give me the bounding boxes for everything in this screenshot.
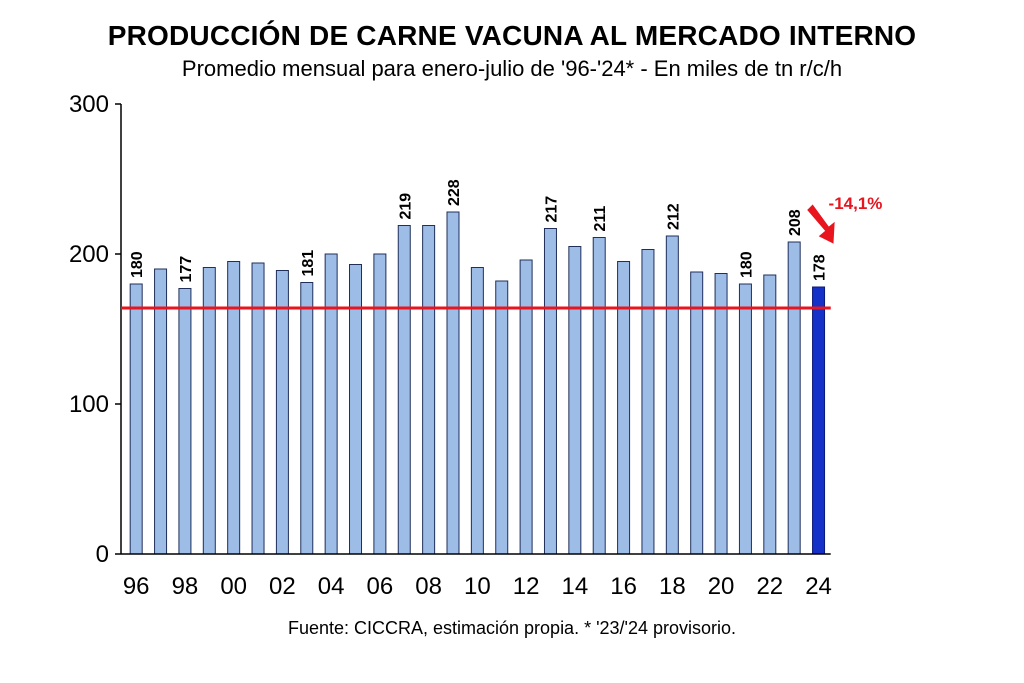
bar-2015: [592, 237, 606, 555]
x-tick-label: 16: [610, 573, 637, 600]
chart-source-note: Fuente: CICCRA, estimación propia. * '23…: [287, 618, 737, 638]
chart-subtitle: Promedio mensual para enero-julio de '96…: [181, 56, 843, 81]
bar-1999: [202, 267, 216, 555]
bar-2009: [446, 211, 460, 555]
bar-2023: [787, 241, 801, 555]
bar-2021: [738, 283, 752, 555]
decline-arrow-icon: [807, 204, 835, 244]
data-label-2009: 228: [446, 179, 463, 206]
x-tick-label: 12: [513, 573, 540, 600]
x-tick-label: 98: [172, 573, 199, 600]
bar-2018: [665, 235, 679, 555]
bar-1996: [129, 283, 143, 555]
data-label-2023: 208: [787, 209, 804, 236]
bar-2013: [543, 228, 557, 555]
bar-2007: [397, 225, 411, 555]
data-label-1998: 177: [178, 256, 195, 283]
data-label-2024: 178: [812, 254, 829, 281]
bar-2024: [812, 286, 826, 555]
y-tick-label: 300: [69, 91, 109, 118]
bar-2020: [714, 273, 728, 555]
x-tick-label: 20: [708, 573, 735, 600]
data-label-2015: 211: [592, 206, 609, 232]
x-tick-label: 06: [367, 573, 394, 600]
bar-2000: [227, 261, 241, 555]
bar-2006: [373, 253, 387, 555]
x-tick-label: 96: [123, 573, 150, 600]
bar-2004: [324, 253, 338, 555]
x-tick-label: 08: [415, 573, 442, 600]
bar-1997: [154, 268, 168, 555]
data-label-2018: 212: [665, 203, 682, 230]
bar-2014: [568, 246, 582, 555]
x-tick-label: 10: [464, 573, 491, 600]
bar-2011: [495, 280, 509, 555]
x-tick-label: 04: [318, 573, 345, 600]
data-label-2021: 180: [738, 251, 755, 278]
y-tick-label: 0: [96, 541, 109, 568]
x-tick-label: 24: [805, 573, 832, 600]
data-label-2013: 217: [543, 196, 560, 223]
bar-1998: [178, 288, 192, 555]
x-tick-label: 14: [561, 573, 588, 600]
data-label-2007: 219: [397, 193, 414, 220]
x-tick-label: 18: [659, 573, 686, 600]
bar-2016: [617, 261, 631, 555]
x-tick-label: 22: [756, 573, 783, 600]
bar-2012: [519, 259, 533, 555]
bar-2022: [763, 274, 777, 555]
bar-2010: [470, 267, 484, 555]
change-annotation: -14,1%: [829, 194, 883, 213]
x-tick-label: 00: [220, 573, 247, 600]
y-tick-label: 200: [69, 241, 109, 268]
bar-2002: [275, 270, 289, 555]
y-tick-label: 100: [69, 391, 109, 418]
x-tick-label: 02: [269, 573, 296, 600]
bar-2017: [641, 249, 655, 555]
bar-2019: [690, 271, 704, 555]
chart-title: PRODUCCIÓN DE CARNE VACUNA AL MERCADO IN…: [107, 20, 917, 51]
data-label-1996: 180: [129, 251, 146, 278]
bar-2003: [300, 282, 314, 555]
bar-2008: [422, 225, 436, 555]
data-label-2003: 181: [300, 250, 317, 277]
